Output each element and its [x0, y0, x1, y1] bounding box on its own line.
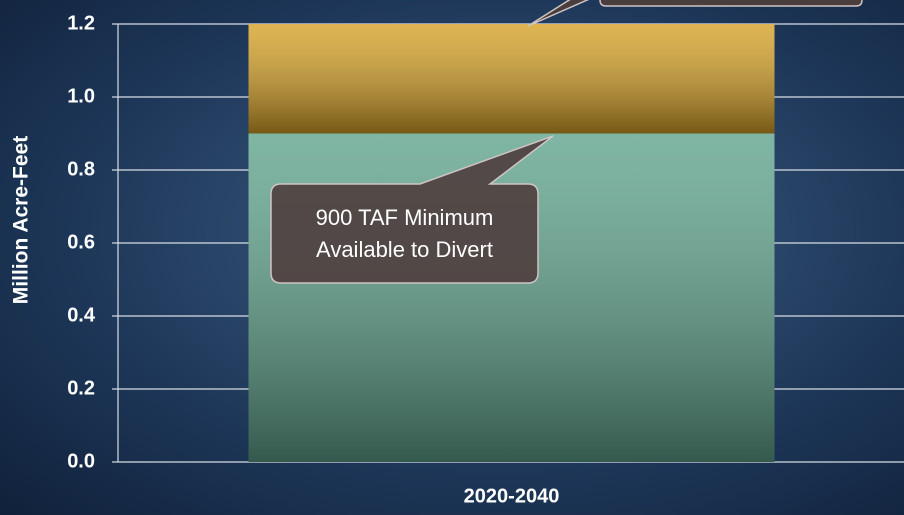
- y-tick-label: 0.2: [67, 377, 95, 399]
- callout-top: [527, 0, 863, 27]
- callout: [270, 135, 554, 284]
- x-tick-label: 2020-2040: [464, 485, 560, 507]
- annotation: 900 TAF Minimum Available to Divert: [315, 204, 494, 262]
- y-tick-label: 1.2: [67, 12, 95, 34]
- bar-shade: [248, 133, 775, 462]
- y-tick-label: 0.0: [67, 450, 95, 472]
- y-tick-label: 0.6: [67, 231, 95, 253]
- y-axis-label: Million Acre-Feet: [10, 136, 33, 304]
- y-tick-label: 0.4: [67, 304, 96, 326]
- y-tick-label: 0.8: [67, 158, 95, 180]
- bar-shade: [248, 24, 775, 134]
- y-tick-label: 1.0: [67, 85, 95, 107]
